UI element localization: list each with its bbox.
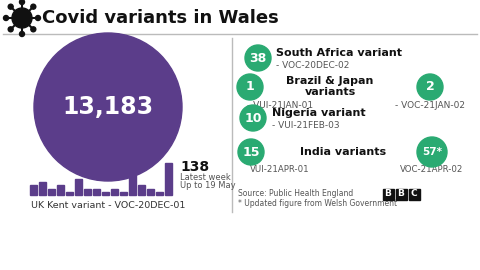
Text: 57*: 57* <box>422 147 442 157</box>
Text: 15: 15 <box>242 146 260 158</box>
Text: B: B <box>384 190 391 198</box>
Circle shape <box>237 74 263 100</box>
Bar <box>84 189 91 195</box>
Bar <box>111 189 118 195</box>
Text: 10: 10 <box>244 112 262 124</box>
Bar <box>102 192 109 195</box>
Text: VOC-21APR-02: VOC-21APR-02 <box>400 166 464 174</box>
Text: 13,183: 13,183 <box>62 95 154 119</box>
Bar <box>147 189 154 195</box>
Circle shape <box>417 74 443 100</box>
Circle shape <box>31 4 36 9</box>
Text: Up to 19 May: Up to 19 May <box>180 181 236 191</box>
Text: - VOC-21JAN-02: - VOC-21JAN-02 <box>395 102 465 110</box>
Circle shape <box>3 15 9 21</box>
Bar <box>30 185 37 195</box>
Circle shape <box>31 27 36 32</box>
Bar <box>120 192 127 195</box>
Circle shape <box>8 27 13 32</box>
Circle shape <box>12 8 32 28</box>
Text: Covid variants in Wales: Covid variants in Wales <box>42 9 279 27</box>
Bar <box>165 163 172 195</box>
Circle shape <box>240 105 266 131</box>
Bar <box>66 192 73 195</box>
FancyBboxPatch shape <box>383 189 394 200</box>
Text: South Africa variant: South Africa variant <box>276 48 402 58</box>
Circle shape <box>417 137 447 167</box>
Text: 1: 1 <box>246 80 254 93</box>
Bar <box>156 192 163 195</box>
Text: UK Kent variant - VOC-20DEC-01: UK Kent variant - VOC-20DEC-01 <box>31 201 185 210</box>
Circle shape <box>36 15 40 21</box>
Text: * Updated figure from Welsh Government: * Updated figure from Welsh Government <box>238 198 397 208</box>
Circle shape <box>238 139 264 165</box>
Text: Latest week: Latest week <box>180 173 231 181</box>
Text: 2: 2 <box>426 80 434 93</box>
Bar <box>129 173 136 195</box>
Text: 38: 38 <box>250 52 266 65</box>
FancyBboxPatch shape <box>409 189 420 200</box>
Text: C: C <box>411 190 417 198</box>
Text: India variants: India variants <box>300 147 386 157</box>
Bar <box>138 185 145 195</box>
Bar <box>93 189 100 195</box>
Circle shape <box>20 32 24 36</box>
Text: variants: variants <box>304 87 356 97</box>
Text: Nigeria variant: Nigeria variant <box>272 108 366 118</box>
Text: VUI-21APR-01: VUI-21APR-01 <box>250 166 310 174</box>
Text: Source: Public Health England: Source: Public Health England <box>238 190 353 198</box>
FancyBboxPatch shape <box>396 189 407 200</box>
Text: - VUI-21FEB-03: - VUI-21FEB-03 <box>272 120 340 130</box>
Text: 138: 138 <box>180 160 209 174</box>
Circle shape <box>8 4 13 9</box>
Bar <box>39 182 46 195</box>
Bar <box>57 185 64 195</box>
Bar <box>75 179 82 195</box>
Text: Brazil & Japan: Brazil & Japan <box>286 76 374 86</box>
Text: - VUI-21JAN-01: - VUI-21JAN-01 <box>247 102 313 110</box>
Circle shape <box>245 45 271 71</box>
Bar <box>48 189 55 195</box>
Circle shape <box>20 0 24 5</box>
Text: B: B <box>397 190 405 198</box>
Ellipse shape <box>34 33 182 181</box>
Text: - VOC-20DEC-02: - VOC-20DEC-02 <box>276 60 349 69</box>
